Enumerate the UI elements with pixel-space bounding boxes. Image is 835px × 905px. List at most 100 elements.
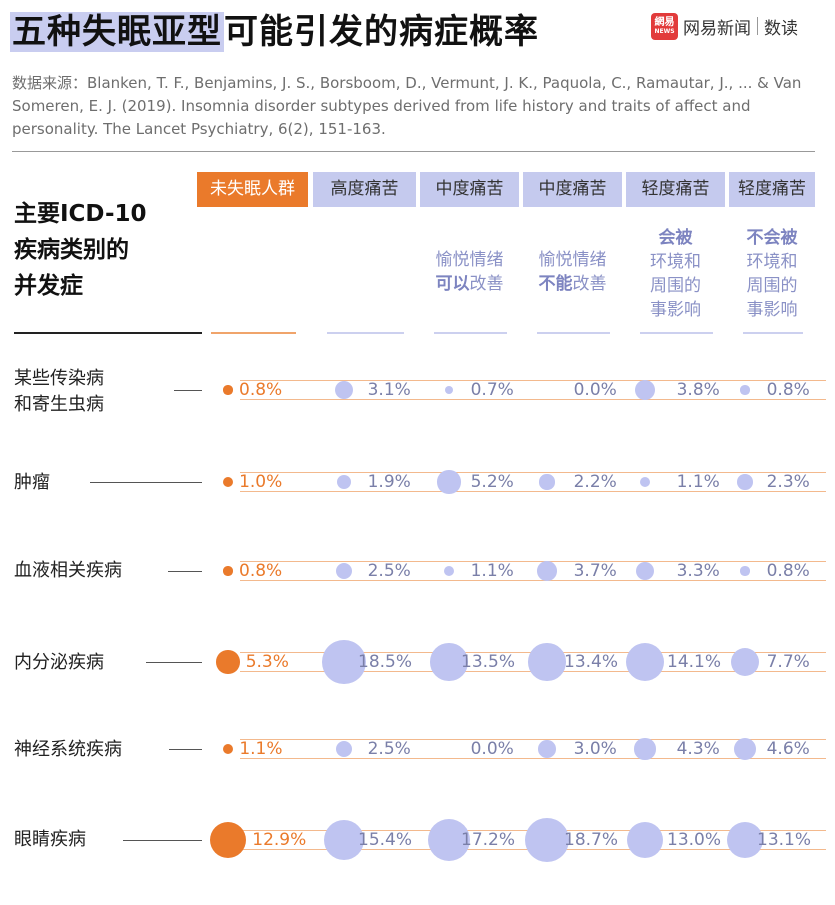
- data-label: 4.6%: [766, 739, 810, 759]
- data-bubble: [734, 738, 756, 760]
- data-label: 1.0%: [239, 472, 283, 492]
- column-subtitle: 愉悦情绪 不能改善: [523, 248, 622, 296]
- row-guideline: [240, 472, 826, 473]
- data-label: 1.9%: [367, 472, 411, 492]
- data-label: 5.2%: [470, 472, 514, 492]
- data-label: 3.3%: [676, 561, 720, 581]
- data-label: 0.0%: [470, 739, 514, 759]
- data-label: 1.1%: [676, 472, 720, 492]
- data-bubble: [538, 740, 556, 758]
- row-guideline: [240, 561, 826, 562]
- row-guideline: [240, 380, 826, 381]
- row-leader-line: [123, 840, 202, 841]
- data-bubble: [639, 476, 651, 488]
- title-highlight: 五种失眠亚型: [10, 12, 224, 52]
- data-label: 0.7%: [470, 380, 514, 400]
- subtitle-text: 愉悦情绪: [538, 250, 607, 270]
- data-label: 2.5%: [367, 561, 411, 581]
- column-subtitle: 会被 环境和 周围的 事影响: [626, 226, 725, 322]
- column-underline: [537, 332, 610, 334]
- row-guideline: [240, 758, 826, 759]
- data-label: 5.3%: [245, 652, 289, 672]
- column-header: 中度痛苦: [420, 172, 519, 207]
- data-bubble: [730, 647, 760, 677]
- data-label: 3.8%: [676, 380, 720, 400]
- row-label: 眼睛疾病: [14, 829, 86, 850]
- data-label: 18.7%: [564, 830, 619, 850]
- row-axis-underline: [14, 332, 202, 334]
- brand-icon-top: 網易: [654, 16, 675, 28]
- data-label: 2.5%: [367, 739, 411, 759]
- data-label: 3.7%: [573, 561, 617, 581]
- data-bubble: [635, 380, 655, 400]
- netease-news-icon: 網易 NEWS: [651, 12, 678, 40]
- data-label: 13.4%: [564, 652, 619, 672]
- row-label: 某些传染病 和寄生虫病: [14, 368, 104, 415]
- data-bubble: [635, 561, 655, 581]
- column-header: 中度痛苦: [523, 172, 622, 207]
- data-bubble: [335, 562, 353, 580]
- subtitle-text: 改善: [469, 274, 504, 294]
- data-label: 14.1%: [667, 652, 722, 672]
- column-underline: [434, 332, 507, 334]
- data-bubble: [222, 476, 234, 488]
- data-bubble: [322, 640, 366, 684]
- data-label: 0.8%: [766, 380, 810, 400]
- column-header: 轻度痛苦: [729, 172, 815, 207]
- data-label: 13.0%: [667, 830, 722, 850]
- brand-icon-bottom: NEWS: [654, 27, 675, 35]
- column-header: 轻度痛苦: [626, 172, 725, 207]
- source-text: 数据来源：Blanken, T. F., Benjamins, J. S., B…: [12, 74, 802, 138]
- data-bubble: [525, 818, 569, 862]
- data-label: 0.8%: [239, 380, 283, 400]
- data-bubble: [223, 385, 233, 395]
- data-bubble: [528, 643, 566, 681]
- data-bubble: [740, 385, 750, 395]
- row-label: 内分泌疾病: [14, 652, 104, 673]
- data-bubble: [335, 381, 353, 399]
- data-label: 18.5%: [358, 652, 413, 672]
- data-label: 7.7%: [766, 652, 810, 672]
- data-bubble: [726, 821, 764, 859]
- row-guideline: [240, 739, 826, 740]
- data-bubble: [336, 474, 351, 489]
- data-label: 13.1%: [757, 830, 812, 850]
- data-bubble: [634, 738, 656, 760]
- subtitle-text: 愉悦情绪: [435, 250, 504, 270]
- data-bubble: [443, 565, 455, 577]
- subtitle-text: 环境和 周围的 事影响: [746, 252, 798, 320]
- row-leader-line: [169, 749, 202, 750]
- row-label: 肿瘤: [14, 472, 50, 493]
- column-underline: [211, 332, 296, 334]
- data-label: 15.4%: [358, 830, 413, 850]
- row-label: 神经系统疾病: [14, 739, 122, 760]
- title-rest: 可能引发的病症概率: [224, 12, 539, 52]
- data-bubble: [335, 740, 353, 758]
- data-label: 0.8%: [239, 561, 283, 581]
- brand-name: 网易新闻: [683, 18, 751, 39]
- data-bubble: [444, 385, 454, 395]
- data-label: 1.1%: [470, 561, 514, 581]
- column-subtitle: 愉悦情绪 可以改善: [420, 248, 519, 296]
- data-label: 12.9%: [252, 830, 307, 850]
- column-underline: [640, 332, 713, 334]
- top-divider: [12, 151, 815, 152]
- data-bubble: [539, 474, 555, 490]
- chart-title: 五种失眠亚型可能引发的病症概率: [10, 4, 539, 53]
- brand-logo: 網易 NEWS 网易新闻 数读: [651, 12, 798, 40]
- subtitle-text: 改善: [572, 274, 607, 294]
- column-header: 未失眠人群: [197, 172, 308, 207]
- data-bubble: [625, 642, 665, 682]
- row-guideline: [240, 580, 826, 581]
- data-bubble: [222, 743, 234, 755]
- data-bubble: [740, 566, 750, 576]
- subtitle-emphasis: 可以: [435, 274, 470, 294]
- data-bubble: [216, 650, 240, 674]
- data-bubble: [324, 820, 364, 860]
- data-bubble: [427, 818, 471, 862]
- data-bubble: [737, 474, 753, 490]
- data-bubble: [437, 470, 461, 494]
- data-label: 3.1%: [367, 380, 411, 400]
- data-bubble: [209, 821, 247, 859]
- data-bubble: [223, 566, 233, 576]
